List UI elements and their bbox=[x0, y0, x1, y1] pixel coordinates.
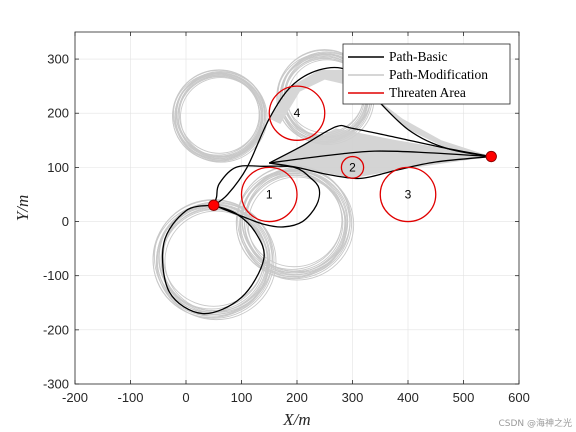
path-basic-mid-route bbox=[269, 150, 492, 164]
path-modification-loop-lower-11 bbox=[153, 199, 273, 316]
x-tick-label--200: -200 bbox=[62, 390, 88, 405]
x-tick-label-500: 500 bbox=[453, 390, 475, 405]
path-basic-outer-route bbox=[213, 66, 492, 206]
path-basic-loop-left bbox=[161, 204, 265, 315]
y-tick-label-200: 200 bbox=[47, 106, 69, 121]
path-basic-lower-route bbox=[269, 155, 492, 180]
path-modification-loop-upper-left-11 bbox=[173, 69, 266, 160]
threaten-area-label-2: 2 bbox=[349, 160, 356, 174]
endpoints-group bbox=[208, 150, 497, 211]
y-tick-label--200: -200 bbox=[43, 322, 69, 337]
y-tick-label--100: -100 bbox=[43, 268, 69, 283]
y-axis-label: Y/m bbox=[13, 195, 32, 221]
threaten-area-1 bbox=[240, 166, 298, 223]
threaten-area-3 bbox=[379, 166, 437, 223]
path-basic-upper-route bbox=[268, 124, 492, 164]
threaten-area-2 bbox=[340, 155, 365, 179]
threaten-area-group: 1 2 3 4 bbox=[240, 85, 437, 223]
legend-label-path-basic: Path-Basic bbox=[389, 49, 448, 64]
y-tick-label-100: 100 bbox=[47, 160, 69, 175]
path-basic-loop-center bbox=[213, 165, 321, 228]
legend-box bbox=[342, 43, 511, 105]
y-tick-label-300: 300 bbox=[47, 52, 69, 67]
path-basic-group bbox=[161, 66, 492, 315]
watermark: CSDN @海神之光 bbox=[498, 417, 572, 429]
threaten-area-label-1: 1 bbox=[266, 187, 273, 201]
x-tick-label-600: 600 bbox=[508, 390, 530, 405]
end-point bbox=[485, 150, 497, 163]
path-modification-loop-upper-left-13 bbox=[172, 69, 267, 162]
x-tick-group: -200 -100 0 100 200 300 400 500 600 bbox=[62, 32, 530, 405]
x-tick-label-200: 200 bbox=[286, 390, 308, 405]
x-tick-label-0: 0 bbox=[182, 390, 189, 405]
path-modification-fan bbox=[269, 128, 492, 179]
x-axis-label: X/m bbox=[282, 410, 310, 429]
start-point bbox=[208, 199, 220, 211]
path-modification-loop-center-12 bbox=[239, 168, 355, 281]
x-tick-label-300: 300 bbox=[342, 390, 364, 405]
threaten-area-4 bbox=[268, 85, 326, 141]
x-tick-label-400: 400 bbox=[397, 390, 419, 405]
y-tick-label-0: 0 bbox=[62, 214, 69, 229]
threaten-area-label-4: 4 bbox=[294, 106, 301, 120]
x-tick-label--100: -100 bbox=[117, 390, 143, 405]
y-tick-label--300: -300 bbox=[43, 377, 69, 392]
path-modification-loop-center-3 bbox=[241, 171, 343, 270]
legend-label-threaten-area: Threaten Area bbox=[389, 85, 466, 100]
legend: Path-Basic Path-Modification Threaten Ar… bbox=[342, 43, 511, 105]
path-modification-loop-upper-left-12 bbox=[174, 71, 268, 163]
x-tick-label-100: 100 bbox=[231, 390, 253, 405]
threaten-area-label-3: 3 bbox=[405, 187, 412, 201]
y-tick-group: -300 -200 -100 0 100 200 300 bbox=[43, 52, 519, 392]
legend-label-path-modification: Path-Modification bbox=[389, 67, 488, 82]
